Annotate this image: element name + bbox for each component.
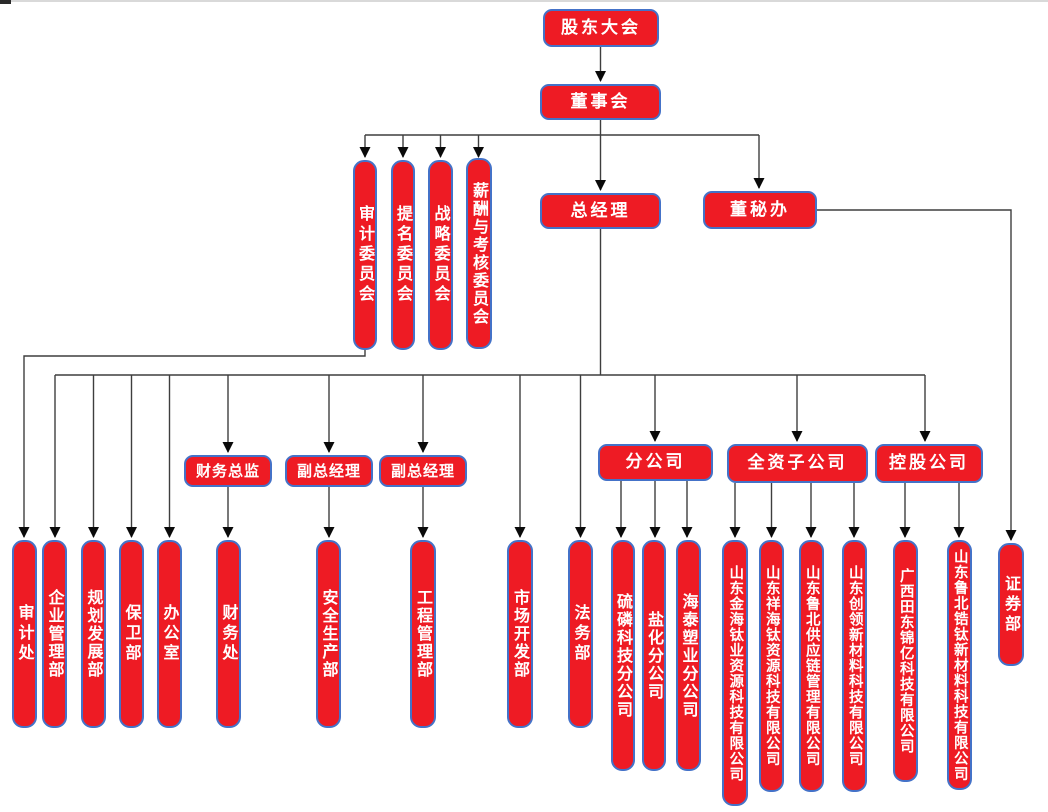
node-deputy-gm-1: 副总经理	[285, 455, 373, 487]
node-audit-office: 审计处	[12, 540, 37, 728]
node-lubei-zirconium-titanium-co: 山东鲁北锆钛新材料科技有限公司	[947, 540, 972, 790]
node-board-secretary-office: 董秘办	[703, 191, 817, 229]
node-jinhai-titanium-co: 山东金海钛业资源科技有限公司	[722, 540, 748, 806]
node-haitai-plastics-branch: 海泰塑业分公司	[676, 540, 701, 771]
node-nomination-committee: 提名委员会	[391, 160, 415, 350]
node-general-office: 办公室	[157, 540, 182, 728]
node-cfo: 财务总监	[184, 455, 272, 487]
top-border-artifact	[0, 0, 1048, 2]
node-engineering-management-dept: 工程管理部	[410, 540, 436, 728]
node-chuangling-new-materials-co: 山东创领新材料科技有限公司	[842, 540, 867, 792]
node-safety-production-dept: 安全生产部	[316, 540, 341, 728]
node-board-of-directors: 董事会	[540, 84, 661, 120]
node-holding-companies: 控股公司	[875, 444, 983, 483]
node-securities-dept: 证券部	[998, 543, 1024, 666]
node-legal-affairs-dept: 法务部	[568, 540, 593, 728]
node-shareholders-meeting: 股东大会	[543, 9, 659, 47]
node-sulfur-phosphorus-tech-branch: 硫磷科技分公司	[611, 540, 635, 771]
node-enterprise-management-dept: 企业管理部	[42, 540, 67, 728]
node-lubei-supply-chain-co: 山东鲁北供应链管理有限公司	[799, 540, 824, 792]
corner-mark-artifact	[0, 0, 11, 4]
node-security-dept: 保卫部	[119, 540, 144, 728]
node-finance-office: 财务处	[216, 540, 241, 728]
node-remuneration-assessment-committee: 薪酬与考核委员会	[466, 158, 492, 349]
node-deputy-gm-2: 副总经理	[379, 455, 467, 487]
node-guangxi-tiandong-jinyi-co: 广西田东锦亿科技有限公司	[893, 540, 918, 782]
node-wholly-owned-subsidiaries: 全资子公司	[727, 444, 868, 483]
node-general-manager: 总经理	[540, 193, 661, 229]
node-salt-chemical-branch: 盐化分公司	[642, 540, 666, 771]
node-planning-development-dept: 规划发展部	[81, 540, 106, 728]
node-market-development-dept: 市场开发部	[507, 540, 533, 728]
node-xianghai-titanium-co: 山东祥海钛资源科技有限公司	[759, 540, 784, 792]
node-audit-committee: 审计委员会	[353, 160, 377, 350]
node-branch-companies: 分公司	[598, 444, 713, 481]
node-strategy-committee: 战略委员会	[428, 160, 453, 350]
